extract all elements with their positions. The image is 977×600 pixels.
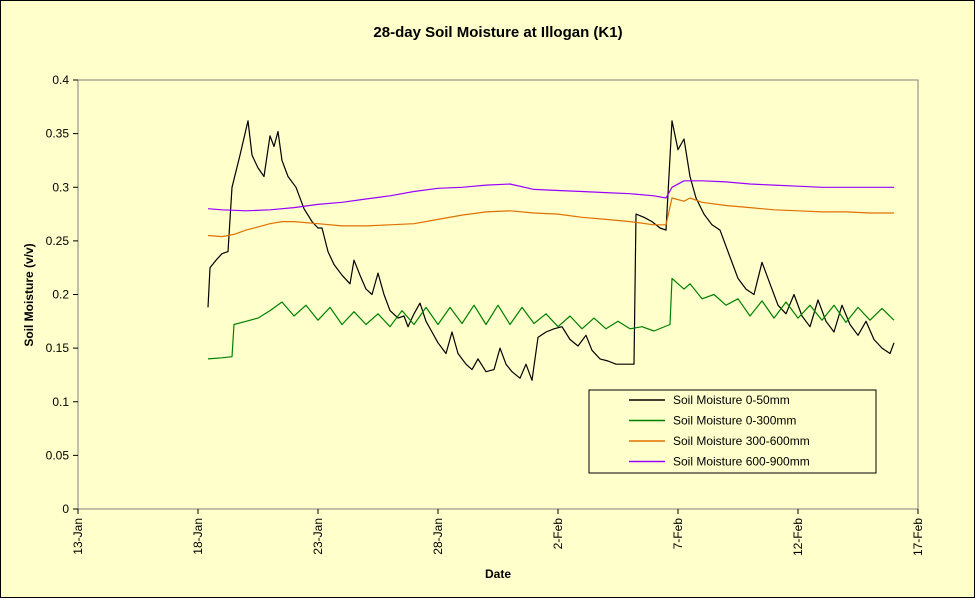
series-layer: [207, 120, 895, 381]
y-tick-label: 0: [62, 502, 69, 516]
legend-label: Soil Moisture 600-900mm: [673, 455, 810, 469]
y-tick-label: 0.1: [52, 395, 69, 409]
x-tick-label: 12-Feb: [791, 518, 805, 556]
x-tick-label: 17-Feb: [911, 518, 925, 556]
legend-label: Soil Moisture 0-300mm: [673, 414, 796, 428]
y-axis: 0 0.05 0.1 0.15 0.2 0.25 0.3 0.35 0.4: [46, 73, 78, 516]
series-line-0: [207, 120, 895, 381]
y-tick-label: 0.35: [46, 127, 70, 141]
series-line-3: [207, 180, 894, 212]
x-tick-label: 13-Jan: [71, 518, 85, 555]
y-tick-label: 0.25: [46, 234, 70, 248]
y-tick-label: 0.3: [52, 180, 69, 194]
x-tick-label: 18-Jan: [191, 518, 205, 555]
x-axis: 13-Jan 18-Jan 23-Jan 28-Jan 2-Feb 7-Feb 12-Feb…: [71, 509, 925, 556]
y-axis-label: Soil Moisture (v/v): [22, 243, 36, 346]
x-tick-label: 23-Jan: [311, 518, 325, 555]
legend-label: Soil Moisture 300-600mm: [673, 434, 810, 448]
x-tick-label: 2-Feb: [551, 518, 565, 550]
series-line-1: [207, 277, 895, 360]
x-tick-label: 28-Jan: [431, 518, 445, 555]
x-axis-label: Date: [485, 567, 511, 581]
series-line-2: [207, 197, 894, 238]
legend: Soil Moisture 0-50mm Soil Moisture 0-300m…: [588, 389, 877, 474]
x-tick-label: 7-Feb: [671, 518, 685, 550]
legend-label: Soil Moisture 0-50mm: [673, 393, 790, 407]
chart-title: 28-day Soil Moisture at Illogan (K1): [373, 24, 622, 41]
y-tick-label: 0.05: [46, 448, 70, 462]
y-tick-label: 0.4: [52, 73, 69, 87]
y-tick-label: 0.15: [46, 341, 70, 355]
y-tick-label: 0.2: [52, 288, 69, 302]
legend-box: [588, 389, 877, 474]
